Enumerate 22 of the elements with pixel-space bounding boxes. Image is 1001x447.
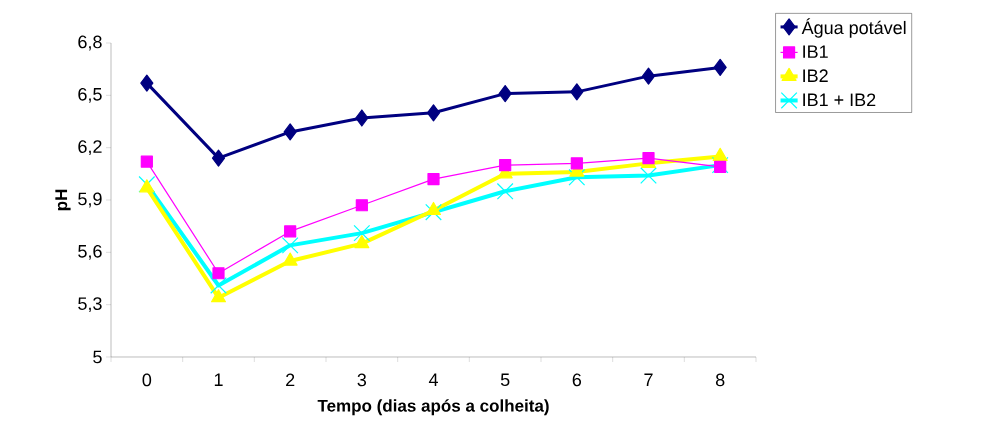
y-tick-label: 6,8 (78, 35, 102, 51)
legend-label: Água potável (801, 18, 906, 38)
y-axis-title: pH (55, 189, 71, 211)
legend-label: IB2 (803, 69, 828, 82)
x-tick-label: 0 (142, 373, 152, 387)
x-tick-label: 2 (286, 373, 295, 387)
legend-label: IB1 (803, 45, 828, 58)
x-tick-label: 6 (572, 373, 582, 387)
y-tick-label: 5 (93, 350, 102, 364)
y-tick-label: 5,3 (78, 297, 102, 313)
x-tick-label: 3 (357, 373, 367, 387)
y-tick-label: 6,2 (78, 140, 102, 156)
legend-label: IB1 + IB2 (803, 93, 876, 106)
y-tick-label: 6,5 (78, 87, 102, 103)
x-tick-label: 8 (715, 373, 725, 387)
y-tick-label: 5,9 (78, 192, 102, 208)
x-axis-title: Tempo (dias após a colheita) (317, 399, 549, 416)
x-tick-label: 7 (644, 373, 653, 386)
y-tick-label: 5,6 (78, 244, 102, 260)
x-tick-label: 5 (500, 373, 510, 387)
x-tick-label: 4 (428, 373, 438, 386)
x-tick-label: 1 (214, 373, 223, 386)
